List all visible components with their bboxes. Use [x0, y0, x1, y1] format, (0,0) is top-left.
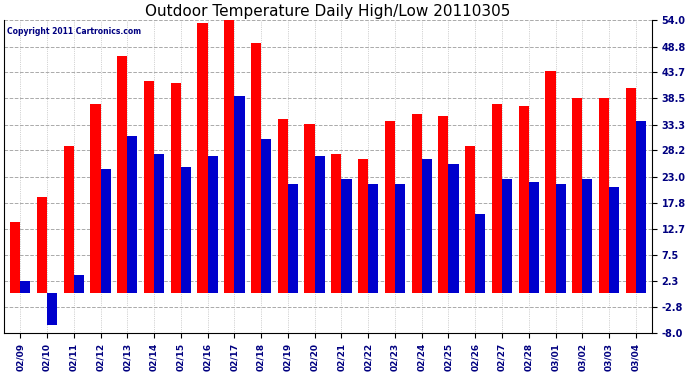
Bar — [368, 184, 378, 292]
Bar — [101, 169, 110, 292]
Bar — [529, 182, 539, 292]
Bar — [465, 146, 475, 292]
Bar — [385, 121, 395, 292]
Bar — [502, 179, 512, 292]
Bar — [626, 88, 635, 292]
Bar — [63, 146, 74, 292]
Bar — [448, 164, 459, 292]
Bar — [197, 23, 208, 293]
Bar — [251, 43, 261, 292]
Title: Outdoor Temperature Daily High/Low 20110305: Outdoor Temperature Daily High/Low 20110… — [146, 4, 511, 19]
Bar — [519, 106, 529, 292]
Bar — [358, 159, 368, 292]
Bar — [395, 184, 405, 292]
Bar — [492, 104, 502, 292]
Bar — [582, 179, 593, 292]
Bar — [555, 184, 566, 292]
Bar — [304, 124, 315, 292]
Bar — [20, 281, 30, 292]
Bar — [235, 96, 244, 292]
Bar — [288, 184, 298, 292]
Bar — [475, 214, 485, 292]
Bar — [438, 116, 449, 292]
Bar — [342, 179, 352, 292]
Bar — [261, 139, 271, 292]
Bar — [181, 166, 191, 292]
Bar — [422, 159, 432, 292]
Bar — [37, 197, 47, 292]
Bar — [127, 136, 137, 292]
Bar — [277, 118, 288, 292]
Bar — [74, 275, 84, 292]
Bar — [208, 156, 218, 292]
Bar — [545, 71, 555, 292]
Bar — [154, 154, 164, 292]
Bar — [609, 187, 619, 292]
Bar — [572, 99, 582, 292]
Bar — [411, 114, 422, 292]
Bar — [10, 222, 20, 292]
Text: Copyright 2011 Cartronics.com: Copyright 2011 Cartronics.com — [8, 27, 141, 36]
Bar — [599, 99, 609, 292]
Bar — [331, 154, 342, 292]
Bar — [144, 81, 154, 292]
Bar — [224, 20, 235, 292]
Bar — [90, 104, 101, 292]
Bar — [170, 83, 181, 292]
Bar — [47, 292, 57, 325]
Bar — [315, 156, 325, 292]
Bar — [117, 56, 127, 292]
Bar — [635, 121, 646, 292]
